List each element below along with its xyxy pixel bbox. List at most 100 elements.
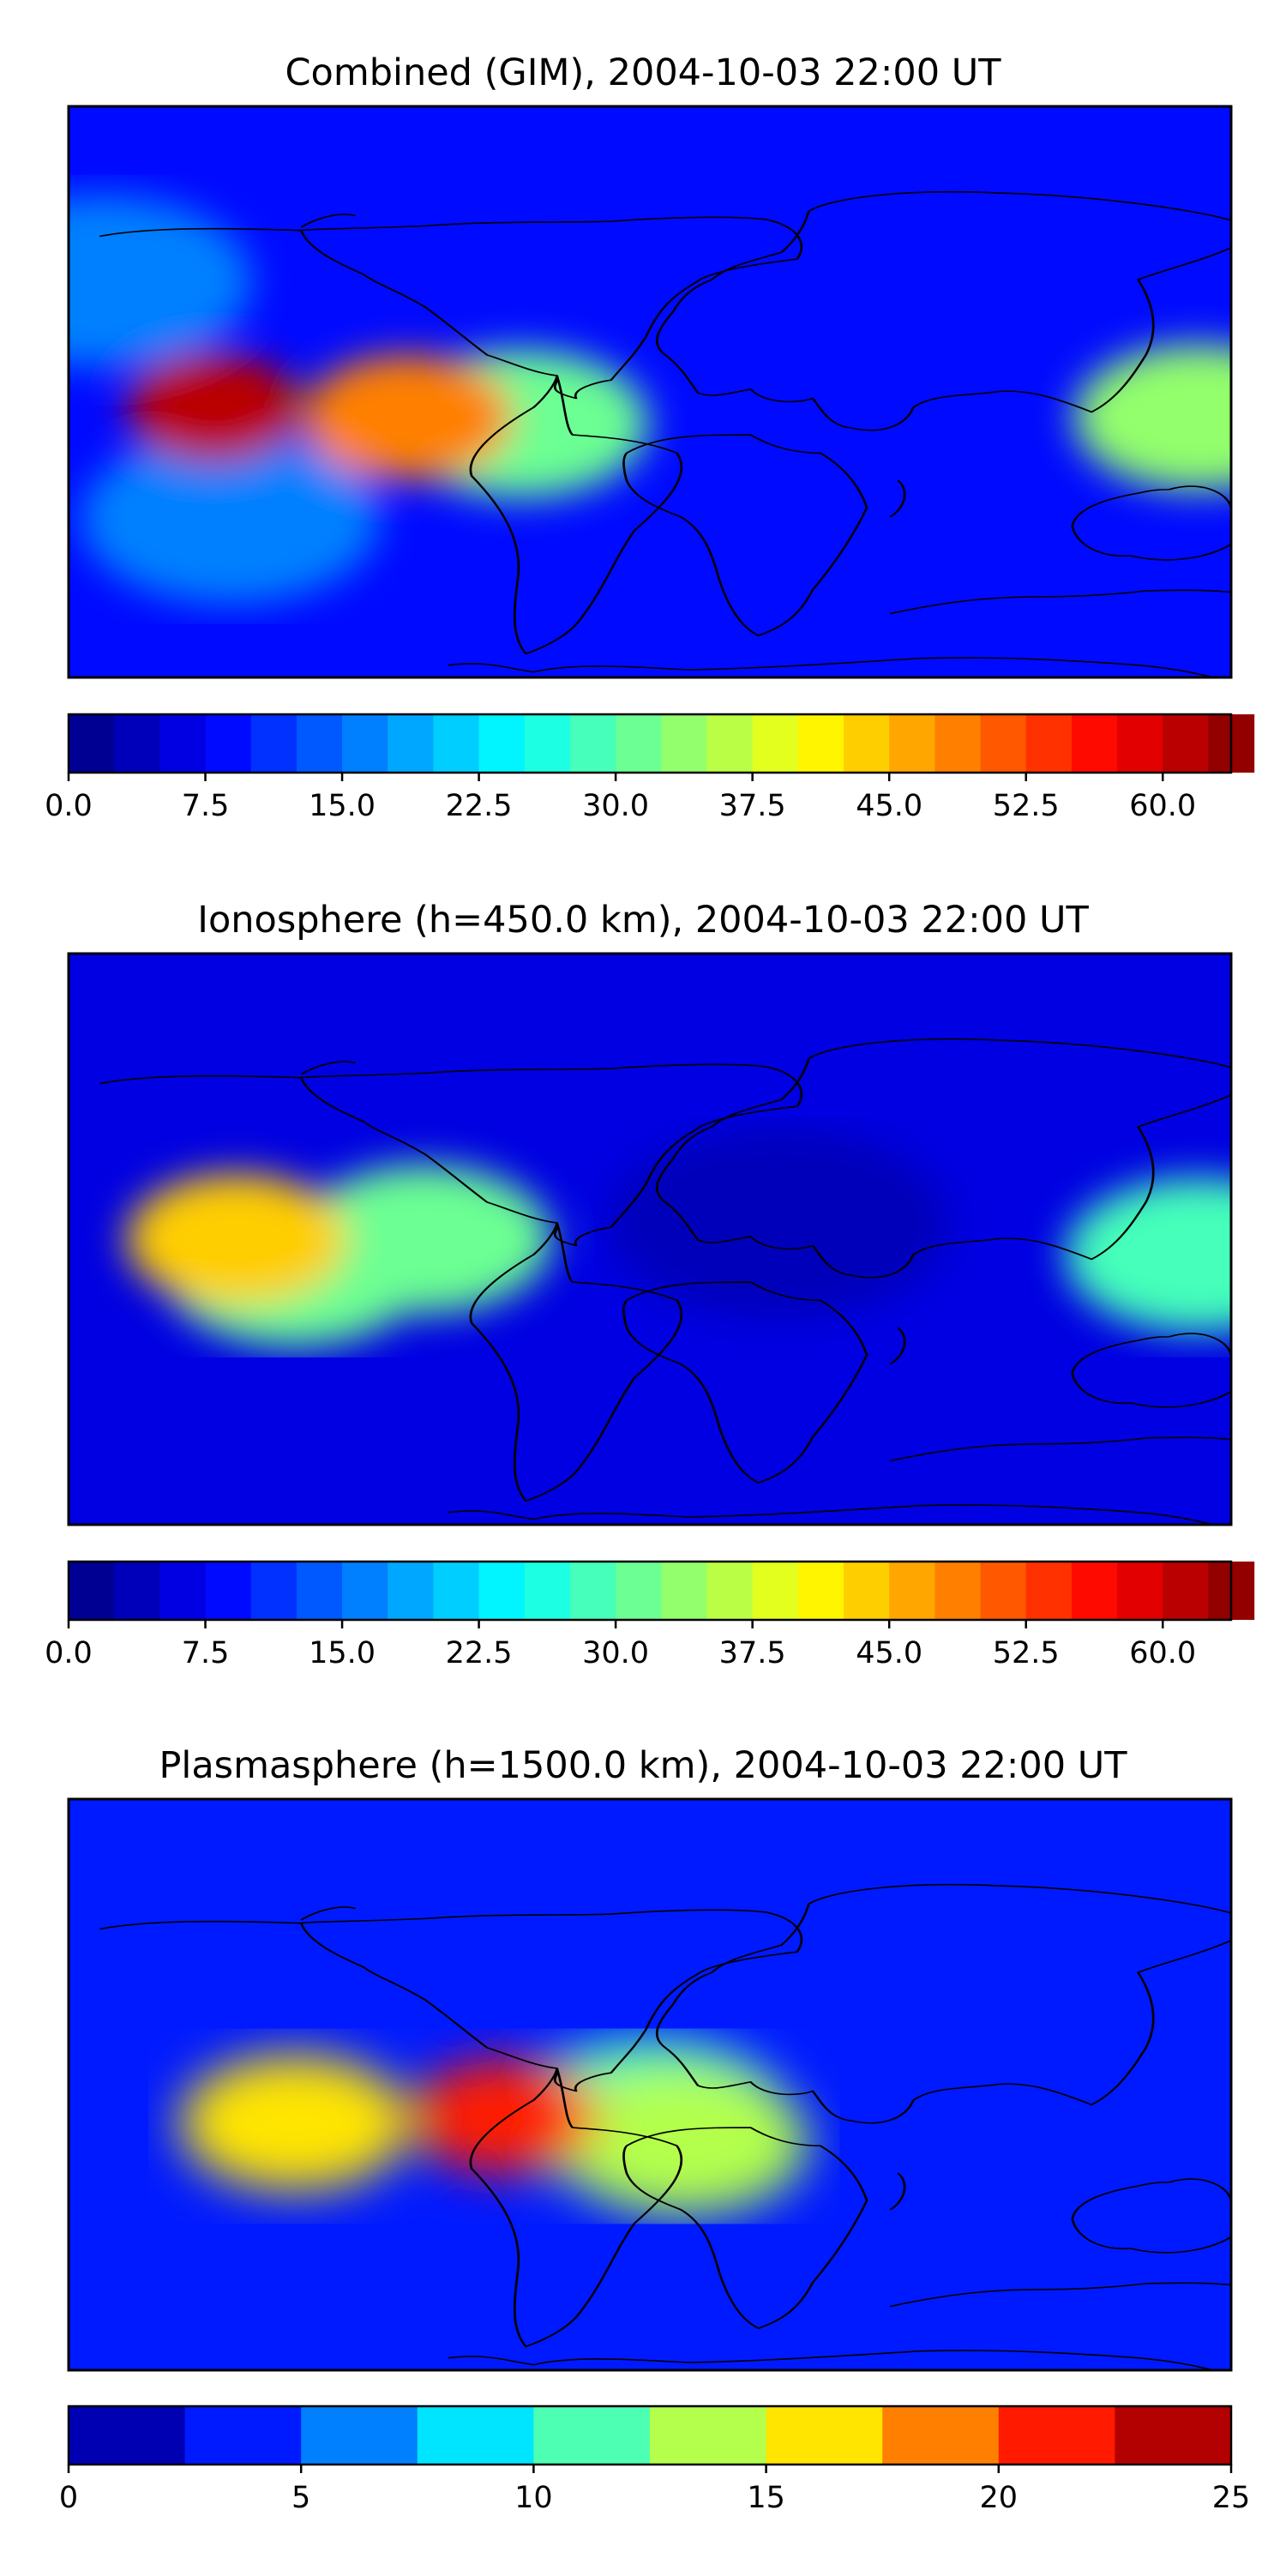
colorbar-segment <box>1163 1562 1210 1620</box>
colorbar-tick-label: 22.5 <box>446 1636 513 1670</box>
colorbar-segment <box>388 714 435 773</box>
field-feature-south-america <box>303 354 513 480</box>
colorbar-segment <box>417 2406 534 2465</box>
colorbar-segment <box>844 1562 890 1620</box>
colorbar-tick-label: 60.0 <box>1129 789 1196 823</box>
colorbar-tick-label: 10 <box>514 2481 553 2515</box>
colorbar-segment <box>616 1562 662 1620</box>
colorbar-segment <box>650 2406 767 2465</box>
chart-title: Plasmasphere (h=1500.0 km), 2004-10-03 2… <box>159 1744 1127 1787</box>
colorbar-segment <box>661 714 708 773</box>
colorbar-segment <box>980 1562 1027 1620</box>
combined-gim-panel: Combined (GIM), 2004-10-03 22:00 UT 0.0 7… <box>45 51 1255 823</box>
map-frame <box>67 952 1233 1526</box>
field-feature-south-pacific <box>80 433 380 605</box>
colorbar-tick-label: 5 <box>291 2481 310 2515</box>
field-feature-west-pacific <box>1073 344 1231 491</box>
plasmasphere-panel: Plasmasphere (h=1500.0 km), 2004-10-03 2… <box>59 1744 1250 2515</box>
ionosphere-panel: Ionosphere (h=450.0 km), 2004-10-03 22:0… <box>45 899 1255 1670</box>
field-feature-brazil-maximum <box>412 2059 598 2174</box>
colorbar-segment <box>296 1562 343 1620</box>
colorbar-segment <box>296 714 343 773</box>
colorbar-segment <box>752 1562 799 1620</box>
map-frame <box>67 1797 1233 2372</box>
field-feature-north-pacific <box>69 195 252 367</box>
field-feature-west-pacific <box>1065 1177 1231 1333</box>
colorbar: 0.0 7.5 15.0 22.5 30.0 37.5 45.0 52.5 60.0 <box>45 713 1255 823</box>
colorbar-tick-label: 60.0 <box>1129 1636 1196 1670</box>
colorbar-segment <box>752 714 799 773</box>
colorbar-segment <box>478 714 526 773</box>
colorbar-tick-label: 37.5 <box>719 789 786 823</box>
colorbar-segment <box>889 714 935 773</box>
colorbar-segment <box>524 1562 571 1620</box>
colorbar-segment <box>661 1562 708 1620</box>
colorbar-segment <box>569 1562 616 1620</box>
colorbar-segment <box>342 714 388 773</box>
chart-title: Ionosphere (h=450.0 km), 2004-10-03 22:0… <box>197 899 1089 942</box>
colorbar-segment <box>569 714 616 773</box>
colorbar-tick-label: 20 <box>980 2481 1019 2515</box>
colorbar-tick-label: 7.5 <box>182 789 230 823</box>
colorbar-segment <box>1117 1562 1163 1620</box>
colorbar-segment <box>1071 714 1118 773</box>
chart-title: Combined (GIM), 2004-10-03 22:00 UT <box>285 51 1001 94</box>
colorbar-segment <box>1163 714 1210 773</box>
colorbar-frame <box>67 713 1233 774</box>
colorbar-segment <box>388 1562 435 1620</box>
colorbar-tick-label: 30.0 <box>582 1636 649 1670</box>
colorbar-segment <box>250 714 297 773</box>
colorbar-segment <box>706 1562 754 1620</box>
colorbar-segment <box>159 1562 207 1620</box>
field-feature-east-pacific-maximum <box>126 1173 347 1305</box>
colorbar-segment <box>114 1562 160 1620</box>
colorbar-segment <box>184 2406 302 2465</box>
colorbar-tick-label: 0 <box>59 2481 78 2515</box>
field-feature-east-pacific <box>179 2055 410 2191</box>
colorbar-tick-label: 0.0 <box>45 789 93 823</box>
colorbar-segment <box>934 1562 982 1620</box>
colorbar: 0.0 7.5 15.0 22.5 30.0 37.5 45.0 52.5 60.0 <box>45 1560 1255 1670</box>
colorbar-segment <box>797 1562 844 1620</box>
colorbar-segment <box>342 1562 388 1620</box>
colorbar-tick-label: 52.5 <box>993 1636 1060 1670</box>
colorbar-tick-label: 52.5 <box>993 789 1060 823</box>
colorbar-segment <box>706 714 754 773</box>
colorbar-segment <box>889 1562 935 1620</box>
colorbar-segment <box>1071 1562 1118 1620</box>
colorbar-segment <box>205 1562 252 1620</box>
colorbar-segment <box>69 1562 115 1620</box>
colorbar-segment <box>980 714 1027 773</box>
colorbar-segment <box>797 714 844 773</box>
colorbar-segment <box>433 714 480 773</box>
colorbar-segment <box>524 714 571 773</box>
colorbar-tick-label: 15.0 <box>309 789 376 823</box>
colorbar-segment <box>250 1562 297 1620</box>
colorbar-segment <box>69 2406 186 2465</box>
colorbar-segment <box>433 1562 480 1620</box>
field-feature-africa-indian-ocean <box>609 1128 949 1319</box>
colorbar-segment <box>766 2406 883 2465</box>
colorbar-segment <box>159 714 207 773</box>
colorbar-segment <box>114 714 160 773</box>
colorbar-segment <box>616 714 662 773</box>
colorbar-frame <box>67 1560 1233 1622</box>
colorbar-frame <box>67 2404 1233 2466</box>
colorbar-tick-label: 22.5 <box>446 789 513 823</box>
colorbar-tick-label: 45.0 <box>856 1636 922 1670</box>
colorbar-segment <box>844 714 890 773</box>
colorbar-tick-label: 25 <box>1212 2481 1251 2515</box>
colorbar-tick-label: 15.0 <box>309 1636 376 1670</box>
colorbar-segment <box>882 2406 1000 2465</box>
field-feature-east-pacific-maximum <box>127 353 301 462</box>
field-feature-south-atlantic-africa <box>556 2068 808 2216</box>
colorbar-segment <box>1117 714 1163 773</box>
colorbar-tick-label: 30.0 <box>582 789 649 823</box>
colorbar-segment <box>533 2406 651 2465</box>
colorbar-segment <box>1025 1562 1073 1620</box>
colorbar-segment <box>1025 714 1073 773</box>
colorbar-segment <box>205 714 252 773</box>
colorbar: 0 5 10 15 20 25 <box>59 2404 1251 2515</box>
colorbar-segment <box>1115 2406 1232 2465</box>
